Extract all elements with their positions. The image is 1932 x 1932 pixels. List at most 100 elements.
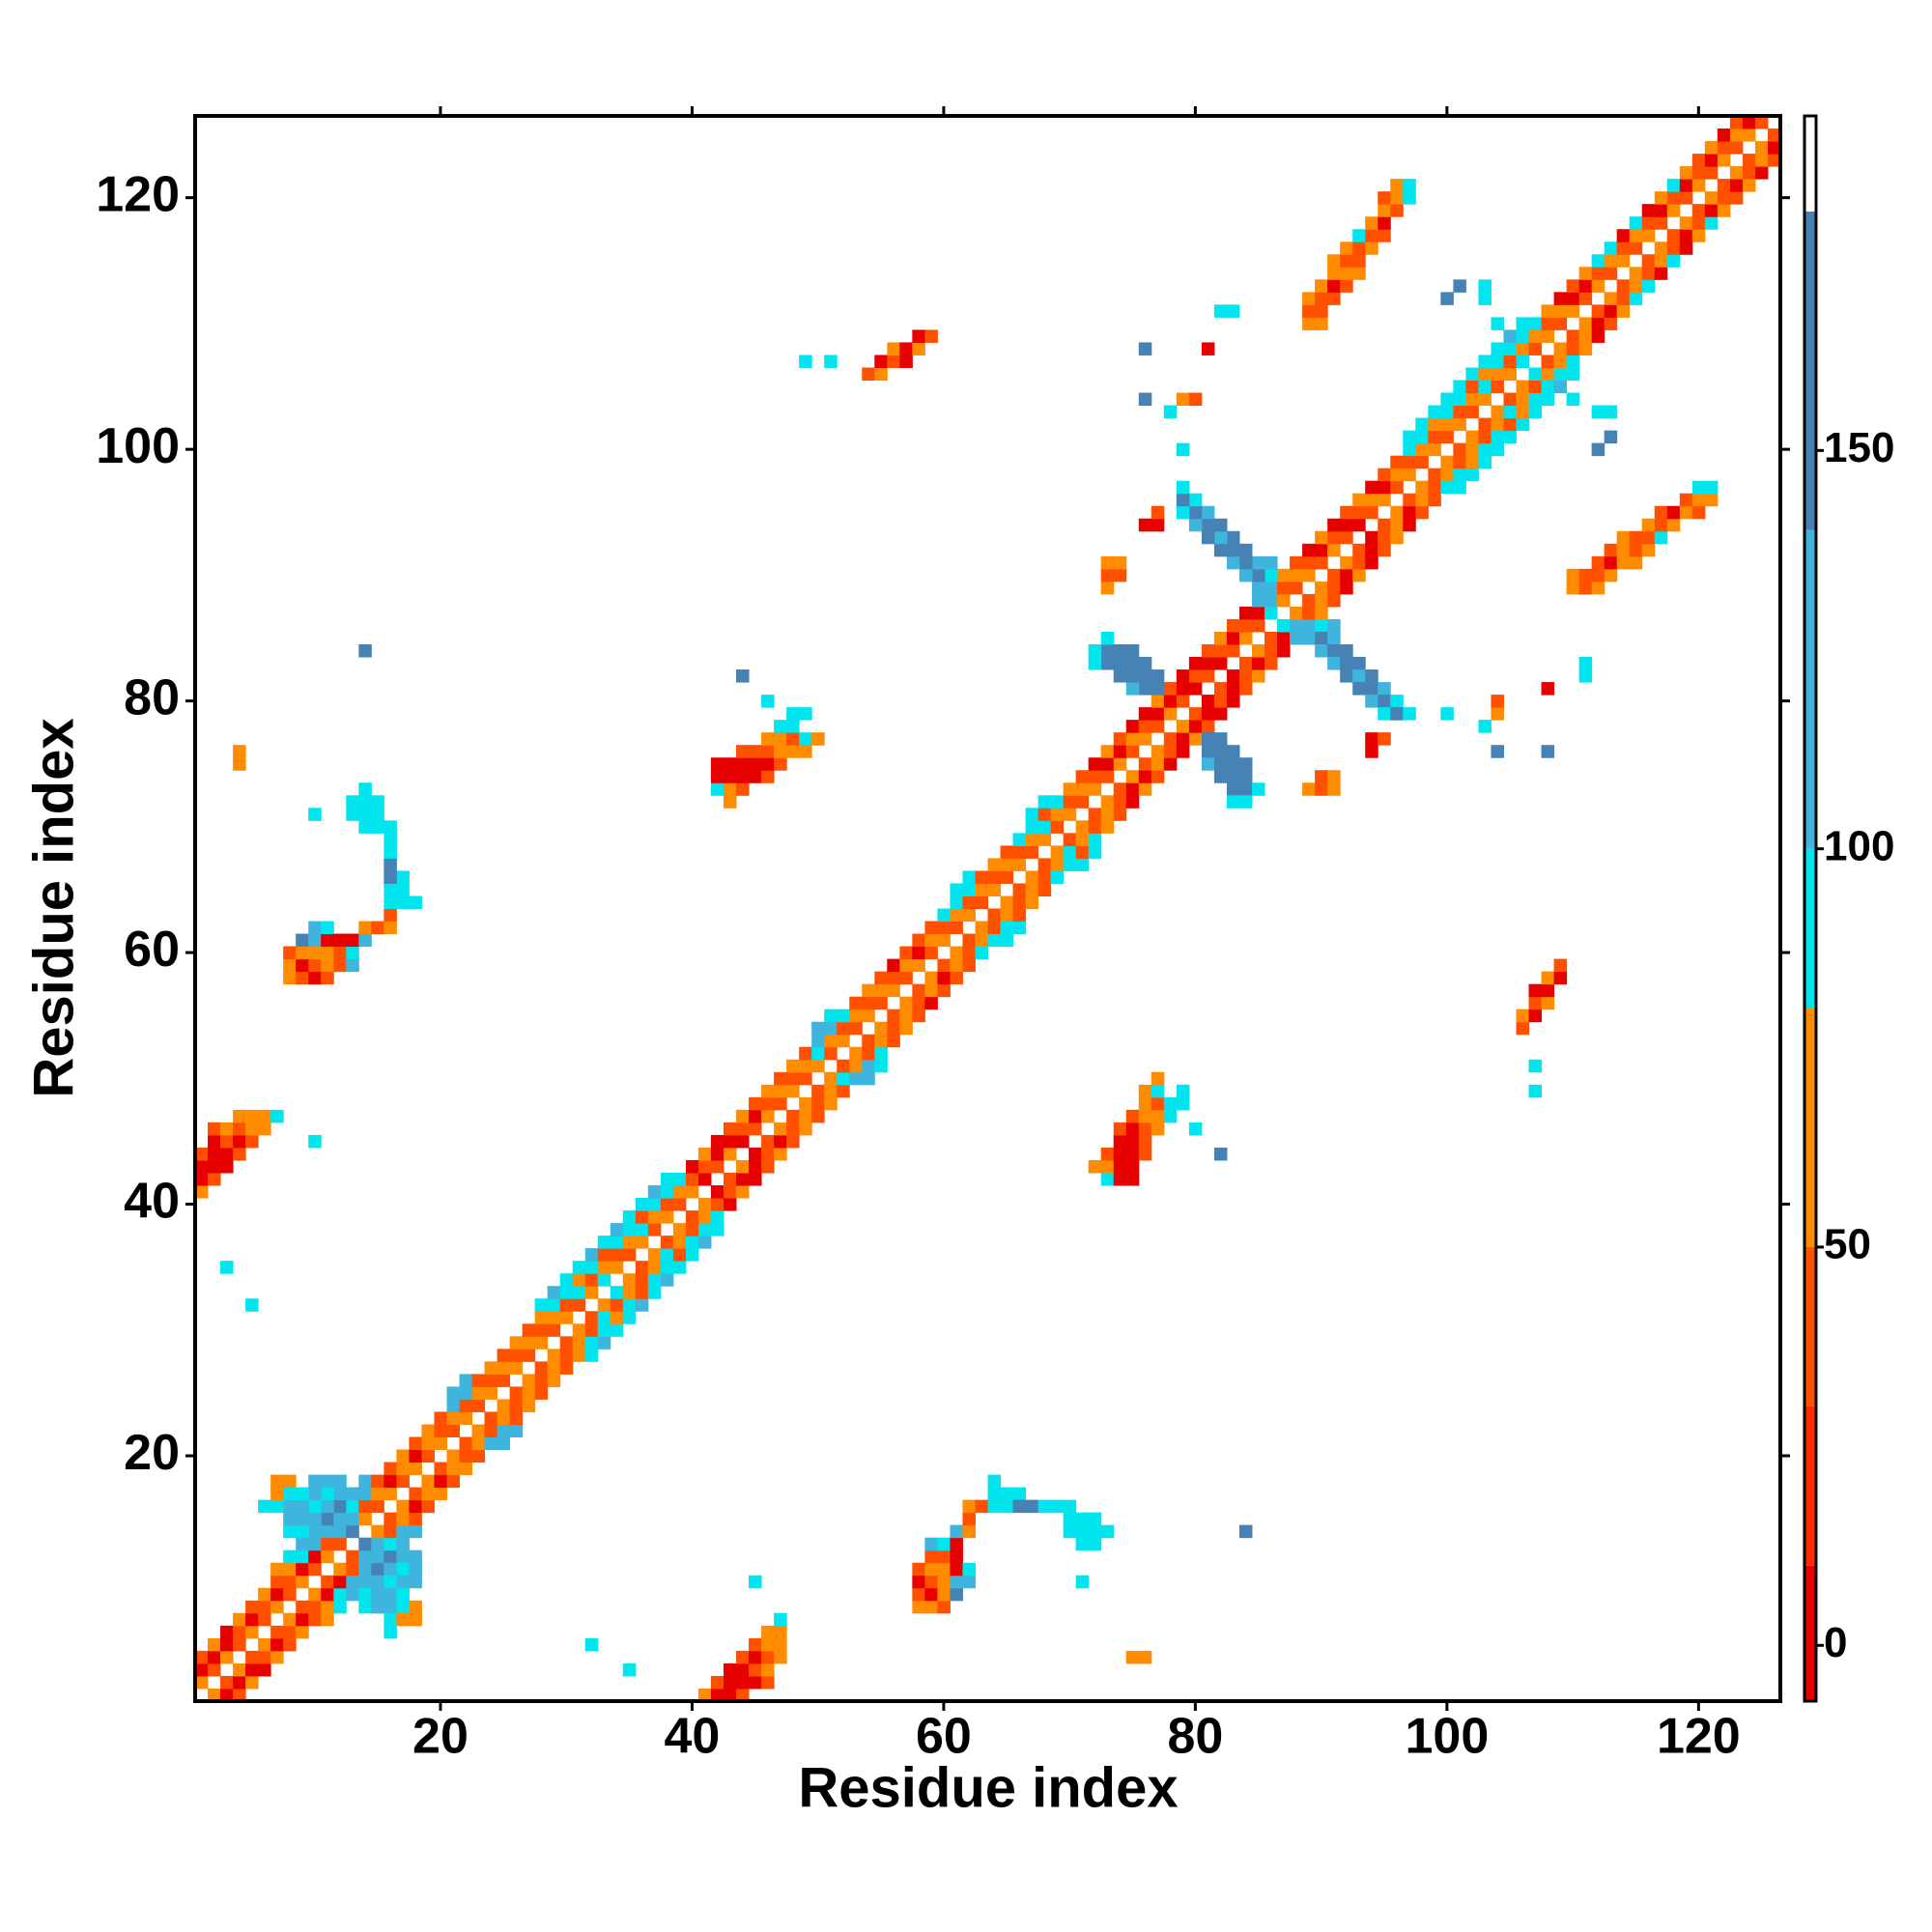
heatmap-cell <box>396 1462 410 1476</box>
heatmap-cell <box>874 983 888 998</box>
heatmap-cell <box>610 1323 624 1337</box>
heatmap-cell <box>1088 845 1102 859</box>
heatmap-cell <box>270 1109 284 1123</box>
heatmap-cell <box>811 1021 825 1036</box>
heatmap-cell <box>937 921 951 935</box>
heatmap-cell <box>1238 770 1253 783</box>
heatmap-cell <box>1528 1059 1543 1073</box>
heatmap-cell <box>1415 480 1429 495</box>
heatmap-cell <box>572 1298 586 1312</box>
heatmap-cell <box>1742 154 1756 167</box>
heatmap-cell <box>1566 581 1580 595</box>
heatmap-cell <box>1290 568 1303 582</box>
heatmap-cell <box>799 1046 812 1061</box>
heatmap-cell <box>736 1662 750 1677</box>
heatmap-cell <box>710 770 724 783</box>
heatmap-cell <box>749 757 762 771</box>
heatmap-cell <box>1591 581 1605 595</box>
heatmap-cell <box>321 1587 334 1602</box>
heatmap-cell <box>1478 720 1492 733</box>
heatmap-cell <box>887 958 900 973</box>
heatmap-cell <box>1201 707 1215 721</box>
heatmap-cell <box>1691 229 1706 242</box>
heatmap-cell <box>547 1286 561 1299</box>
heatmap-cell <box>1075 1524 1090 1539</box>
heatmap-cell <box>409 1549 422 1564</box>
heatmap-cell <box>1428 493 1441 507</box>
heatmap-cell <box>283 1512 297 1526</box>
heatmap-cell <box>497 1436 511 1451</box>
heatmap-cell <box>1641 216 1656 230</box>
heatmap-cell <box>1315 304 1328 318</box>
heatmap-cell <box>1616 530 1631 545</box>
heatmap-cell <box>912 1600 925 1614</box>
heatmap-cell <box>862 1059 875 1073</box>
heatmap-cell <box>283 1625 297 1639</box>
heatmap-cell <box>296 946 309 960</box>
heatmap-cell <box>1151 720 1165 733</box>
heatmap-cell <box>1679 505 1693 520</box>
heatmap-cell <box>1654 216 1668 230</box>
heatmap-cell <box>308 1487 322 1501</box>
heatmap-cell <box>1163 682 1178 696</box>
heatmap-cell <box>1566 392 1580 407</box>
heatmap-cell <box>710 1147 724 1161</box>
heatmap-cell <box>912 329 925 343</box>
heatmap-cell <box>308 1600 322 1614</box>
heatmap-cell <box>245 1625 259 1639</box>
heatmap-cell <box>296 1512 309 1526</box>
heatmap-cell <box>1327 279 1341 293</box>
heatmap-cell <box>1453 392 1466 407</box>
heatmap-cell <box>710 1185 724 1199</box>
heatmap-cell <box>1453 480 1466 495</box>
heatmap-cell <box>1327 770 1341 783</box>
heatmap-cell <box>208 1134 221 1149</box>
heatmap-cell <box>1125 1147 1140 1161</box>
heatmap-cell <box>887 355 900 368</box>
heatmap-cell <box>786 745 800 758</box>
heatmap-cell <box>384 1549 397 1564</box>
heatmap-cell <box>912 958 925 973</box>
heatmap-cell <box>1327 657 1341 670</box>
heatmap-cell <box>622 1298 637 1312</box>
heatmap-cell <box>1063 782 1077 796</box>
heatmap-cell <box>195 1147 209 1161</box>
heatmap-cell <box>1151 669 1165 683</box>
heatmap-cell <box>371 1575 384 1589</box>
heatmap-cell <box>761 770 775 783</box>
heatmap-cell <box>1125 1122 1140 1136</box>
heatmap-cell <box>1403 191 1416 205</box>
heatmap-cell <box>1176 442 1190 457</box>
heatmap-cell <box>270 1562 284 1577</box>
heatmap-cell <box>1163 732 1178 746</box>
heatmap-cell <box>1264 555 1278 570</box>
heatmap-cell <box>987 933 1002 948</box>
heatmap-cell <box>283 1487 297 1501</box>
heatmap-cell <box>1666 179 1681 192</box>
heatmap-cell <box>710 1675 724 1690</box>
heatmap-cell <box>1390 204 1404 217</box>
heatmap-cell <box>724 757 737 771</box>
heatmap-cell <box>1075 845 1090 859</box>
heatmap-cell <box>1516 342 1530 355</box>
heatmap-cell <box>308 1612 322 1627</box>
heatmap-cell <box>1591 405 1605 419</box>
heatmap-cell <box>736 1688 750 1702</box>
heatmap-cell <box>409 1612 422 1627</box>
heatmap-cell <box>622 1223 637 1236</box>
heatmap-cell <box>233 1122 246 1136</box>
heatmap-cell <box>1352 682 1366 696</box>
heatmap-cell <box>534 1386 549 1400</box>
heatmap-cell <box>799 707 812 721</box>
heatmap-cell <box>610 1311 624 1324</box>
heatmap-cell <box>635 1236 649 1249</box>
heatmap-cell <box>296 958 309 973</box>
heatmap-cell <box>912 1575 925 1589</box>
heatmap-cell <box>1050 870 1065 884</box>
heatmap-cell <box>245 1109 259 1123</box>
heatmap-cell <box>1378 204 1391 217</box>
heatmap-cell <box>1151 1084 1165 1098</box>
heatmap-cell <box>761 695 775 708</box>
heatmap-cell <box>1151 1122 1165 1136</box>
heatmap-cell <box>1315 606 1328 620</box>
